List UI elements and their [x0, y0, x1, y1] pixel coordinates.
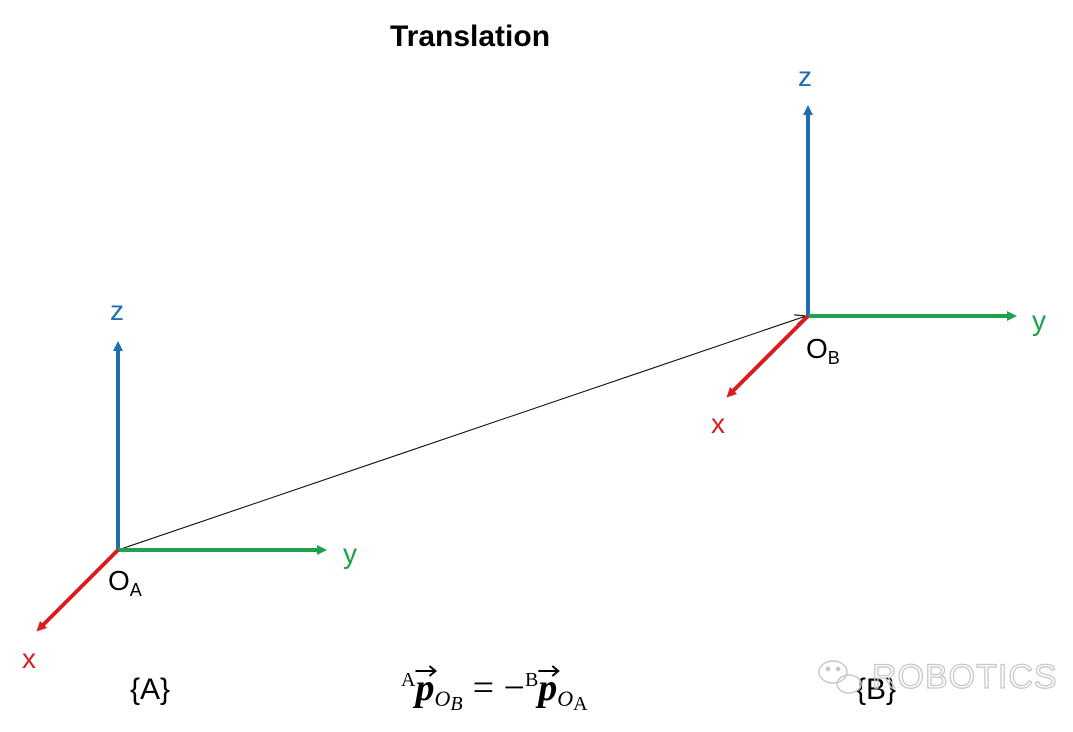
watermark-text: ROBOTICS	[872, 658, 1058, 696]
vector-arrow-lhs	[415, 665, 438, 677]
translation-vector	[117, 316, 806, 551]
translation-equation: ApOB = −BpOA	[401, 665, 588, 715]
frame-b-x-label: x	[711, 408, 725, 439]
frame-a-z-label: z	[110, 295, 124, 326]
frame-b-origin-label: OB	[806, 333, 840, 368]
frame-b-z-label: z	[798, 61, 812, 92]
frame-a-origin-label: OA	[108, 565, 142, 600]
frame-b-y-label: y	[1032, 305, 1046, 336]
vector-arrow-rhs	[538, 665, 560, 677]
frame-a-x-axis	[36, 548, 120, 632]
wechat-icon	[818, 660, 862, 694]
frame-b-axes: z y x OB {B}	[711, 61, 1046, 706]
frame-b-name: {B}	[856, 673, 896, 706]
frame-a-y-label: y	[343, 538, 357, 569]
page-title: Translation	[390, 20, 550, 53]
frame-a-axes: z y x OA {A}	[22, 295, 357, 706]
frame-a-x-label: x	[22, 643, 36, 674]
frame-b-x-axis	[726, 314, 810, 398]
equation-text: ApOB = −BpOA	[401, 667, 588, 715]
frame-a-name: {A}	[130, 673, 170, 706]
watermark: ROBOTICS	[818, 657, 1058, 697]
